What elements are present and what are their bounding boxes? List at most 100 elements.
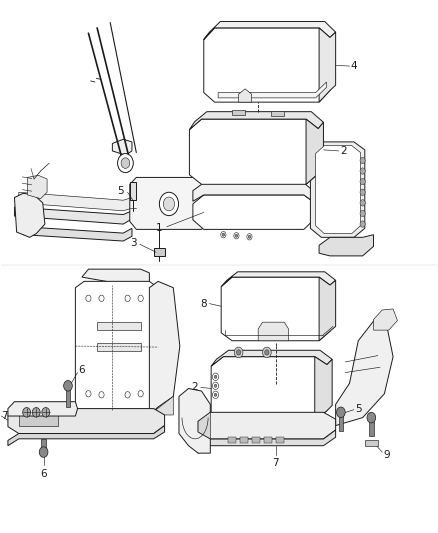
Polygon shape — [339, 415, 343, 431]
Polygon shape — [306, 119, 323, 184]
Circle shape — [214, 375, 217, 378]
Polygon shape — [154, 248, 165, 256]
Polygon shape — [14, 207, 132, 224]
Polygon shape — [75, 281, 158, 415]
Polygon shape — [276, 437, 284, 442]
Polygon shape — [264, 437, 272, 442]
Circle shape — [336, 407, 345, 418]
Text: 5: 5 — [355, 403, 361, 414]
Polygon shape — [149, 397, 173, 415]
Circle shape — [125, 392, 130, 398]
Polygon shape — [365, 440, 378, 446]
Circle shape — [121, 158, 130, 168]
Polygon shape — [19, 415, 58, 425]
Polygon shape — [42, 439, 46, 449]
Polygon shape — [316, 146, 360, 233]
Polygon shape — [221, 272, 336, 287]
Polygon shape — [193, 183, 315, 203]
Polygon shape — [189, 119, 318, 184]
Polygon shape — [239, 89, 252, 102]
Circle shape — [99, 392, 104, 398]
Circle shape — [265, 350, 269, 355]
Polygon shape — [204, 28, 330, 102]
Polygon shape — [221, 277, 330, 341]
Circle shape — [367, 413, 376, 423]
Text: 8: 8 — [200, 298, 207, 309]
Circle shape — [214, 384, 217, 387]
Circle shape — [99, 295, 104, 302]
Circle shape — [138, 391, 143, 397]
Polygon shape — [193, 195, 315, 229]
Circle shape — [125, 295, 130, 302]
Circle shape — [64, 381, 72, 391]
Circle shape — [247, 233, 252, 240]
Circle shape — [214, 393, 217, 397]
Circle shape — [212, 382, 219, 390]
Polygon shape — [113, 139, 132, 155]
Polygon shape — [228, 437, 236, 442]
Circle shape — [159, 192, 179, 216]
Text: 9: 9 — [384, 450, 390, 460]
Circle shape — [360, 221, 365, 227]
Circle shape — [360, 168, 365, 174]
Circle shape — [212, 373, 219, 381]
Polygon shape — [252, 437, 260, 442]
Polygon shape — [319, 277, 336, 341]
Text: 5: 5 — [117, 186, 124, 196]
Polygon shape — [240, 437, 248, 442]
Polygon shape — [130, 177, 208, 229]
Circle shape — [234, 232, 239, 239]
Circle shape — [138, 295, 143, 302]
Polygon shape — [319, 235, 374, 256]
Polygon shape — [315, 357, 332, 420]
Polygon shape — [218, 82, 326, 98]
Text: 1: 1 — [156, 223, 162, 233]
Polygon shape — [211, 357, 327, 420]
Polygon shape — [82, 269, 149, 287]
Polygon shape — [198, 413, 210, 439]
Polygon shape — [369, 420, 374, 436]
Polygon shape — [232, 110, 245, 115]
Polygon shape — [179, 389, 210, 453]
Circle shape — [39, 447, 48, 457]
Circle shape — [163, 197, 175, 211]
Polygon shape — [189, 112, 323, 130]
Polygon shape — [97, 343, 141, 351]
Circle shape — [234, 347, 243, 358]
Polygon shape — [198, 413, 336, 439]
Polygon shape — [19, 192, 141, 211]
Polygon shape — [336, 319, 393, 425]
Circle shape — [23, 408, 31, 417]
Text: 6: 6 — [78, 365, 85, 375]
Circle shape — [222, 233, 225, 236]
Polygon shape — [28, 175, 47, 199]
Text: 2: 2 — [191, 382, 198, 392]
Circle shape — [360, 179, 365, 185]
Polygon shape — [66, 389, 70, 407]
Polygon shape — [374, 309, 397, 330]
Circle shape — [248, 235, 251, 238]
Circle shape — [221, 231, 226, 238]
Polygon shape — [130, 182, 136, 200]
Circle shape — [360, 189, 365, 196]
Circle shape — [32, 408, 40, 417]
Polygon shape — [198, 430, 336, 453]
Polygon shape — [8, 402, 78, 416]
Circle shape — [262, 347, 271, 358]
Text: 7: 7 — [1, 411, 8, 421]
Polygon shape — [258, 322, 289, 341]
Circle shape — [360, 157, 365, 164]
Circle shape — [360, 200, 365, 206]
Polygon shape — [211, 350, 332, 366]
Text: 7: 7 — [272, 458, 279, 469]
Text: 2: 2 — [340, 146, 346, 156]
Polygon shape — [271, 111, 284, 116]
Circle shape — [86, 295, 91, 302]
Circle shape — [235, 234, 238, 237]
Text: 3: 3 — [130, 238, 136, 248]
Polygon shape — [149, 281, 180, 415]
Polygon shape — [311, 142, 365, 237]
Circle shape — [117, 154, 133, 173]
Polygon shape — [204, 21, 336, 39]
Text: 6: 6 — [40, 469, 47, 479]
